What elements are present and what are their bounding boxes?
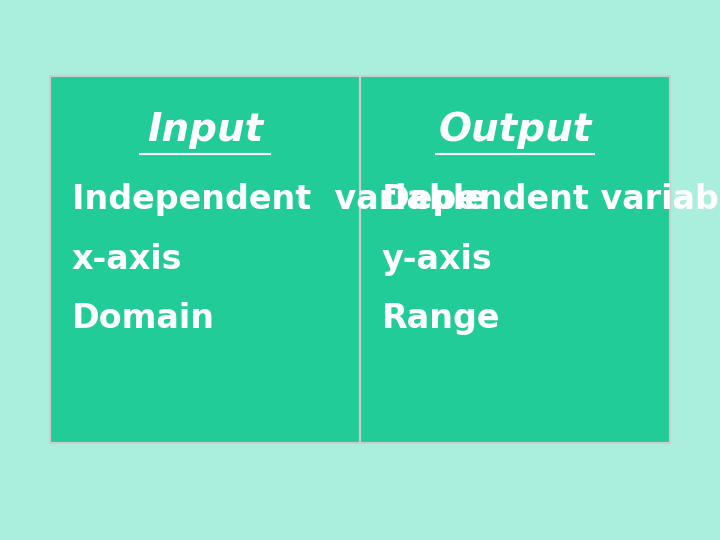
Text: Domain: Domain (72, 302, 215, 335)
Text: x-axis: x-axis (72, 242, 182, 276)
FancyBboxPatch shape (360, 76, 670, 443)
Text: Range: Range (382, 302, 500, 335)
Text: Independent  variable: Independent variable (72, 183, 487, 217)
FancyBboxPatch shape (50, 76, 360, 443)
Text: Input: Input (147, 111, 264, 148)
Text: Output: Output (438, 111, 592, 148)
Text: Dependent variable: Dependent variable (382, 183, 720, 217)
Text: y-axis: y-axis (382, 242, 492, 276)
